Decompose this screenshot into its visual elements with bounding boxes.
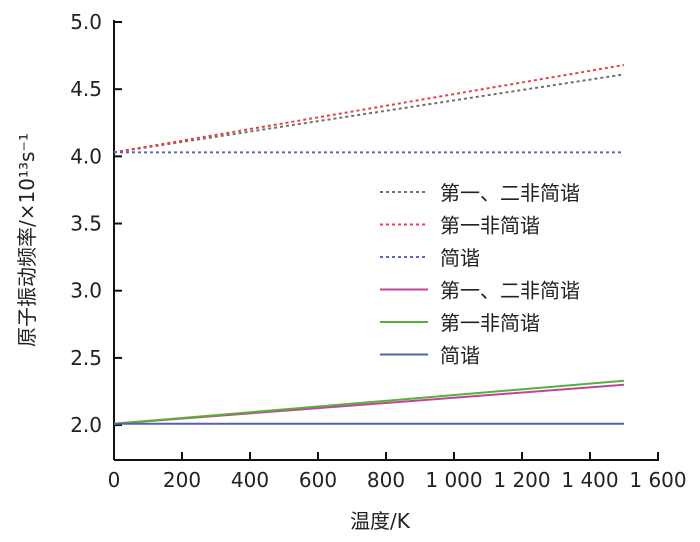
y-tick-label: 4.0 <box>70 144 102 168</box>
series-line <box>113 73 625 154</box>
x-tick-label: 0 <box>108 468 121 492</box>
x-tick-label: 1 600 <box>629 468 686 492</box>
series-line <box>113 379 625 425</box>
x-tick-label: 800 <box>367 468 405 492</box>
y-tick-label: 2.0 <box>70 413 102 437</box>
y-axis-label: 原子振动频率/×10¹³s⁻¹ <box>15 133 39 347</box>
x-tick-label: 1 200 <box>493 468 550 492</box>
series-lines <box>113 64 625 425</box>
y-tick-label: 3.5 <box>70 212 102 236</box>
x-tick-label: 1 400 <box>561 468 618 492</box>
axes: 0 200 400 600 800 1 000 1 200 1 400 1 600 2.0 2.5 3… <box>70 10 686 492</box>
y-tick-label: 5.0 <box>70 10 102 34</box>
legend-label: 简谐 <box>440 246 480 270</box>
legend-label: 简谐 <box>440 344 480 368</box>
series-line <box>113 64 625 154</box>
legend-label: 第一非简谐 <box>440 311 540 335</box>
x-tick-label: 200 <box>163 468 201 492</box>
legend-label: 第一、二非简谐 <box>440 279 580 303</box>
x-tick-label: 600 <box>299 468 337 492</box>
y-tick-label: 2.5 <box>70 346 102 370</box>
x-tick-label: 400 <box>231 468 269 492</box>
legend-label: 第一非简谐 <box>440 214 540 238</box>
x-tick-label: 1 000 <box>425 468 482 492</box>
x-axis-label: 温度/K <box>350 509 411 533</box>
y-tick-label: 3.0 <box>70 279 102 303</box>
legend-label: 第一、二非简谐 <box>440 181 580 205</box>
y-tick-label: 4.5 <box>70 77 102 101</box>
